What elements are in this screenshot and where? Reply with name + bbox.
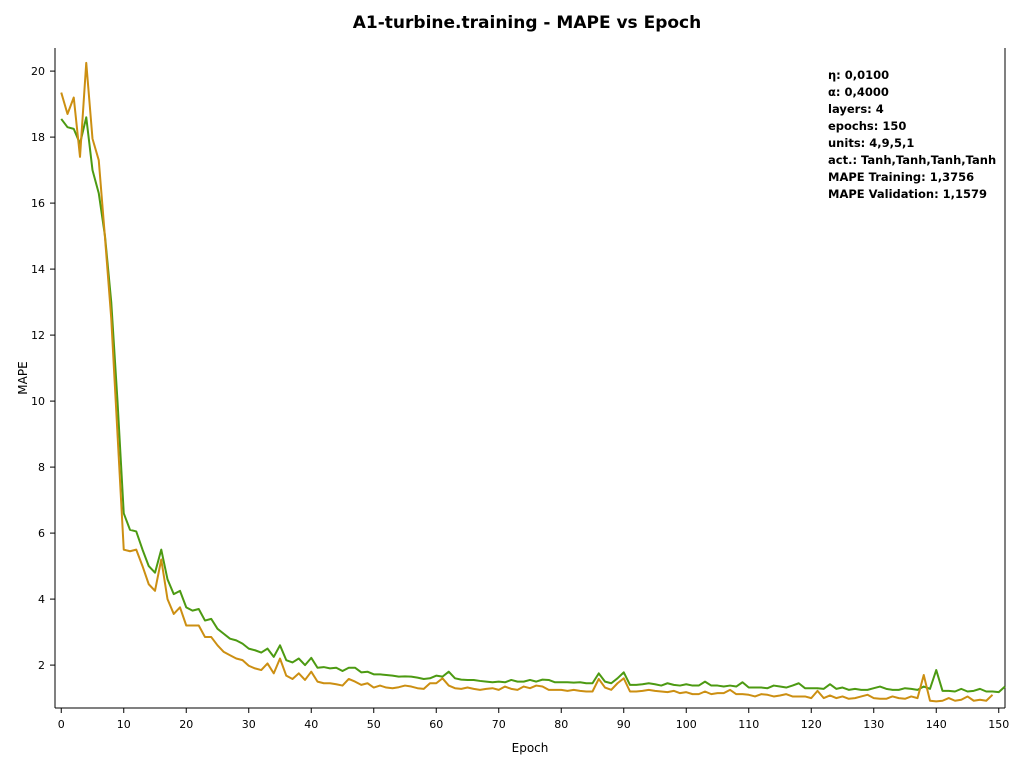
series-group	[60, 61, 1006, 703]
x-tick-label: 0	[58, 718, 65, 731]
x-tick-label: 80	[554, 718, 568, 731]
x-tick-label: 40	[304, 718, 318, 731]
x-tick-label: 150	[988, 718, 1009, 731]
info-units: units: 4,9,5,1	[828, 136, 914, 150]
y-tick-label: 4	[38, 593, 45, 606]
y-tick-group: 2 4 6 8 10 12 14 16 18 20	[31, 65, 55, 672]
info-mape-training: MAPE Training: 1,3756	[828, 170, 974, 184]
chart-title: A1-turbine.training - MAPE vs Epoch	[353, 13, 701, 33]
info-layers: layers: 4	[828, 102, 884, 116]
y-tick-label: 8	[38, 461, 45, 474]
x-tick-label: 60	[429, 718, 443, 731]
x-tick-group: 0 10 20 30 40 50 60 70 80 90 100 110 120 130 140 150	[58, 708, 1009, 731]
info-momentum: α: 0,4000	[828, 85, 889, 99]
info-mape-validation: MAPE Validation: 1,1579	[828, 187, 987, 201]
info-activations: act.: Tanh,Tanh,Tanh,Tanh	[828, 153, 996, 167]
y-tick-label: 20	[31, 65, 45, 78]
y-axis-title: MAPE	[16, 361, 30, 394]
series-line-green	[60, 116, 1006, 694]
hyperparameter-info: η: 0,0100 α: 0,4000 layers: 4 epochs: 15…	[828, 68, 996, 201]
y-tick-label: 2	[38, 659, 45, 672]
x-axis-title: Epoch	[512, 741, 549, 755]
x-tick-label: 120	[801, 718, 822, 731]
series-line-orange	[60, 61, 994, 703]
x-tick-label: 70	[492, 718, 506, 731]
y-tick-label: 14	[31, 263, 45, 276]
info-epochs: epochs: 150	[828, 119, 906, 133]
info-learning-rate: η: 0,0100	[828, 68, 889, 82]
x-tick-label: 30	[242, 718, 256, 731]
x-tick-label: 50	[367, 718, 381, 731]
y-tick-label: 12	[31, 329, 45, 342]
y-tick-label: 10	[31, 395, 45, 408]
y-tick-label: 6	[38, 527, 45, 540]
x-tick-label: 110	[738, 718, 759, 731]
x-tick-label: 90	[617, 718, 631, 731]
x-tick-label: 140	[926, 718, 947, 731]
x-tick-label: 20	[179, 718, 193, 731]
y-tick-label: 18	[31, 131, 45, 144]
y-tick-label: 16	[31, 197, 45, 210]
x-tick-label: 130	[863, 718, 884, 731]
x-tick-label: 100	[676, 718, 697, 731]
x-tick-label: 10	[117, 718, 131, 731]
